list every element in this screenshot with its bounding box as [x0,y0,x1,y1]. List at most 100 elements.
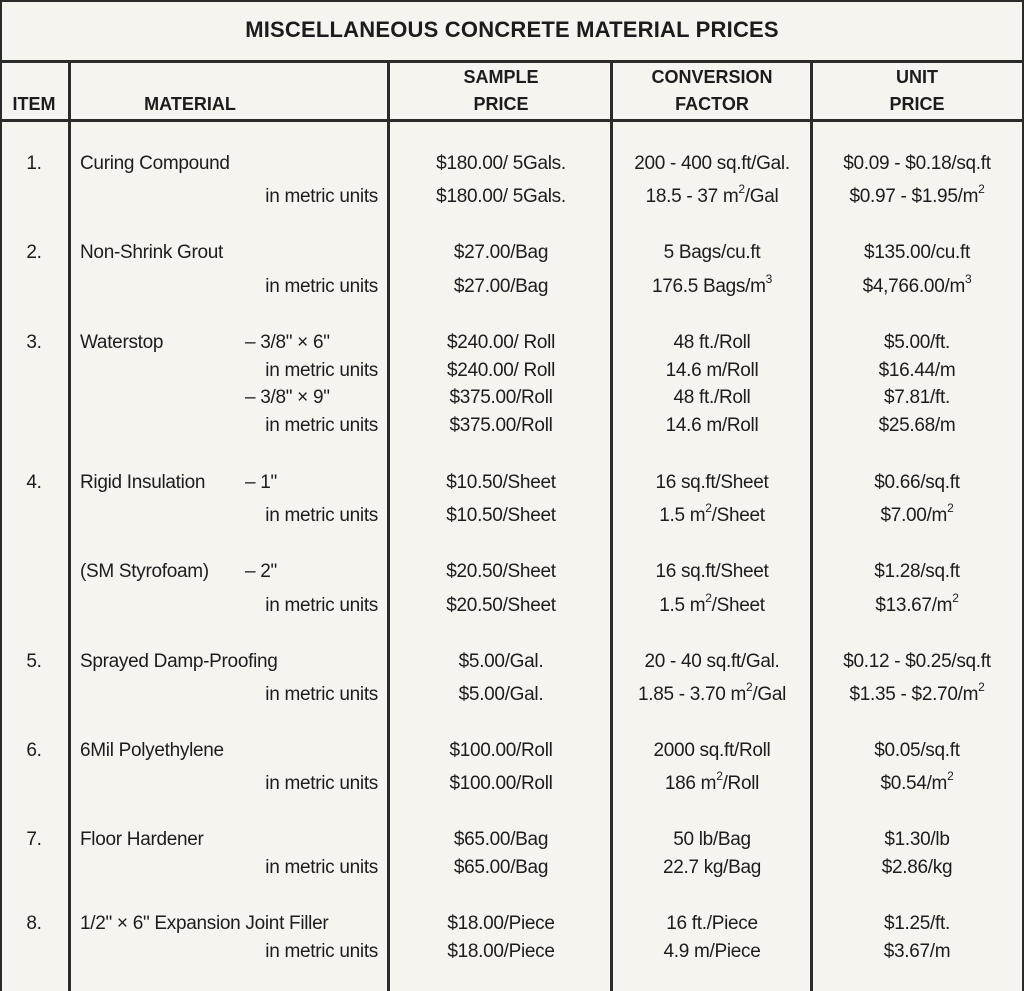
sample-price-cell: $27.00/Bag [453,242,549,263]
item-number: 1. [26,153,42,174]
header-sample-price: SAMPLE PRICE [390,62,612,120]
conversion-factor-cell: 16 sq.ft/Sheet [655,561,769,582]
header-unit-line1: UNIT [896,67,938,87]
item-number: 7. [26,829,42,850]
item-number: 6. [26,740,42,761]
header-material: MATERIAL [70,62,310,118]
conversion-factor-cell: 16 sq.ft/Sheet [655,472,769,493]
sample-price-cell: $375.00/Roll [449,387,553,408]
conversion-factor-cell: 16 ft./Piece [666,913,758,934]
value-suffix: /Sheet [711,595,765,616]
unit-price-cell: $1.28/sq.ft [874,561,960,582]
unit-price-cell: $0.05/sq.ft [874,740,960,761]
unit-exponent: 2 [978,679,985,694]
unit-exponent: 3 [765,271,773,286]
value-text: 18.5 - 37 m [645,186,739,207]
sample-price-cell: $180.00/ 5Gals. [436,186,566,207]
sample-price-cell: $100.00/Roll [449,740,553,761]
metric-units-label: in metric units [265,505,378,526]
sample-price-cell: $240.00/ Roll [446,332,556,353]
header-sample-price-line2: PRICE [473,94,529,114]
sample-price-cell: $10.50/Sheet [446,472,556,493]
metric-units-label: in metric units [265,684,378,705]
conversion-factor-cell: 14.6 m/Roll [665,360,759,381]
sample-price-cell: $27.00/Bag [453,276,549,297]
material-name: Waterstop [80,332,164,353]
sample-price-cell: $5.00/Gal. [458,684,544,705]
value-text: $7.00/m [880,505,948,526]
title-divider [0,60,1024,63]
material-name: 6Mil Polyethylene [80,740,224,761]
unit-price-cell: $2.86/kg [881,857,953,878]
header-conversion-line1: CONVERSION [651,67,773,87]
sample-price-cell: $10.50/Sheet [446,505,556,526]
sample-price-cell: $180.00/ 5Gals. [436,153,566,174]
value-suffix: /Gal [752,684,787,705]
sample-price-cell: $18.00/Piece [447,941,555,962]
metric-units-label: in metric units [265,857,378,878]
unit-exponent: 2 [705,590,712,605]
conversion-factor-cell: 1.5 m2/Sheet [613,502,811,528]
value-text: $13.67/m [875,595,953,616]
metric-units-label: in metric units [265,595,378,616]
material-name: Curing Compound [80,153,230,174]
unit-price-cell: $1.30/lb [884,829,950,850]
unit-price-cell: $1.25/ft. [884,913,950,934]
col-divider-material [387,62,390,991]
material-name: Non-Shrink Grout [80,242,224,263]
value-suffix: /Gal [744,186,779,207]
item-number: 3. [26,332,42,353]
material-name: (SM Styrofoam) [80,561,209,582]
unit-exponent: 2 [738,181,745,196]
metric-units-label: in metric units [265,415,378,436]
metric-units-label: in metric units [265,941,378,962]
metric-units-label: in metric units [265,276,378,297]
sample-price-cell: $5.00/Gal. [458,651,544,672]
conversion-factor-cell: 22.7 kg/Bag [662,857,762,878]
unit-price-cell: $0.97 - $1.95/m2 [812,181,1022,209]
conversion-factor-cell: 20 - 40 sq.ft/Gal. [644,651,780,672]
sample-price-cell: $65.00/Bag [453,857,549,878]
header-unit-price: UNIT PRICE [812,62,1022,120]
unit-price-cell: $0.54/m2 [812,768,1022,796]
value-text: $0.97 - $1.95/m [849,186,979,207]
conversion-factor-cell: 50 lb/Bag [673,829,751,850]
value-text: 1.5 m [659,505,706,526]
unit-exponent: 2 [947,768,954,783]
unit-exponent: 2 [952,590,959,605]
conversion-factor-cell: 18.5 - 37 m2/Gal [613,181,811,209]
sample-price-cell: $20.50/Sheet [446,595,556,616]
sample-price-cell: $375.00/Roll [449,415,553,436]
unit-exponent: 2 [978,181,985,196]
conversion-factor-cell: 14.6 m/Roll [665,415,759,436]
metric-units-label: in metric units [265,186,378,207]
conversion-factor-cell: 186 m2/Roll [613,770,811,796]
item-number: 5. [26,651,42,672]
item-number: 8. [26,913,42,934]
value-suffix: /Roll [722,773,760,794]
sample-price-cell: $240.00/ Roll [446,360,556,381]
header-conversion-factor: CONVERSION FACTOR [613,62,811,120]
unit-price-cell: $3.67/m [883,941,951,962]
header-material-label: MATERIAL [144,94,236,114]
table-title: MISCELLANEOUS CONCRETE MATERIAL PRICES [245,17,779,42]
value-suffix: /Sheet [711,505,765,526]
sample-price-cell: $20.50/Sheet [446,561,556,582]
unit-exponent: 2 [746,679,753,694]
sample-price-cell: $18.00/Piece [447,913,555,934]
material-spec: – 1" [245,472,277,493]
material-name: 1/2" × 6" Expansion Joint Filler [80,913,329,934]
conversion-factor-cell: 1.85 - 3.70 m2/Gal [613,679,811,707]
header-item: ITEM [0,62,68,120]
material-name: Sprayed Damp-Proofing [80,651,278,672]
material-spec: – 3/8" × 9" [245,387,330,408]
unit-price-cell: $7.00/m2 [812,502,1022,528]
header-sample-price-line1: SAMPLE [463,67,539,87]
conversion-factor-cell: 200 - 400 sq.ft/Gal. [634,153,790,174]
unit-price-cell: $135.00/cu.ft [864,242,970,263]
value-text: 1.85 - 3.70 m [637,684,747,705]
value-text: $0.54/m [880,773,948,794]
value-text: $1.35 - $2.70/m [849,684,979,705]
unit-price-cell: $1.35 - $2.70/m2 [812,679,1022,707]
